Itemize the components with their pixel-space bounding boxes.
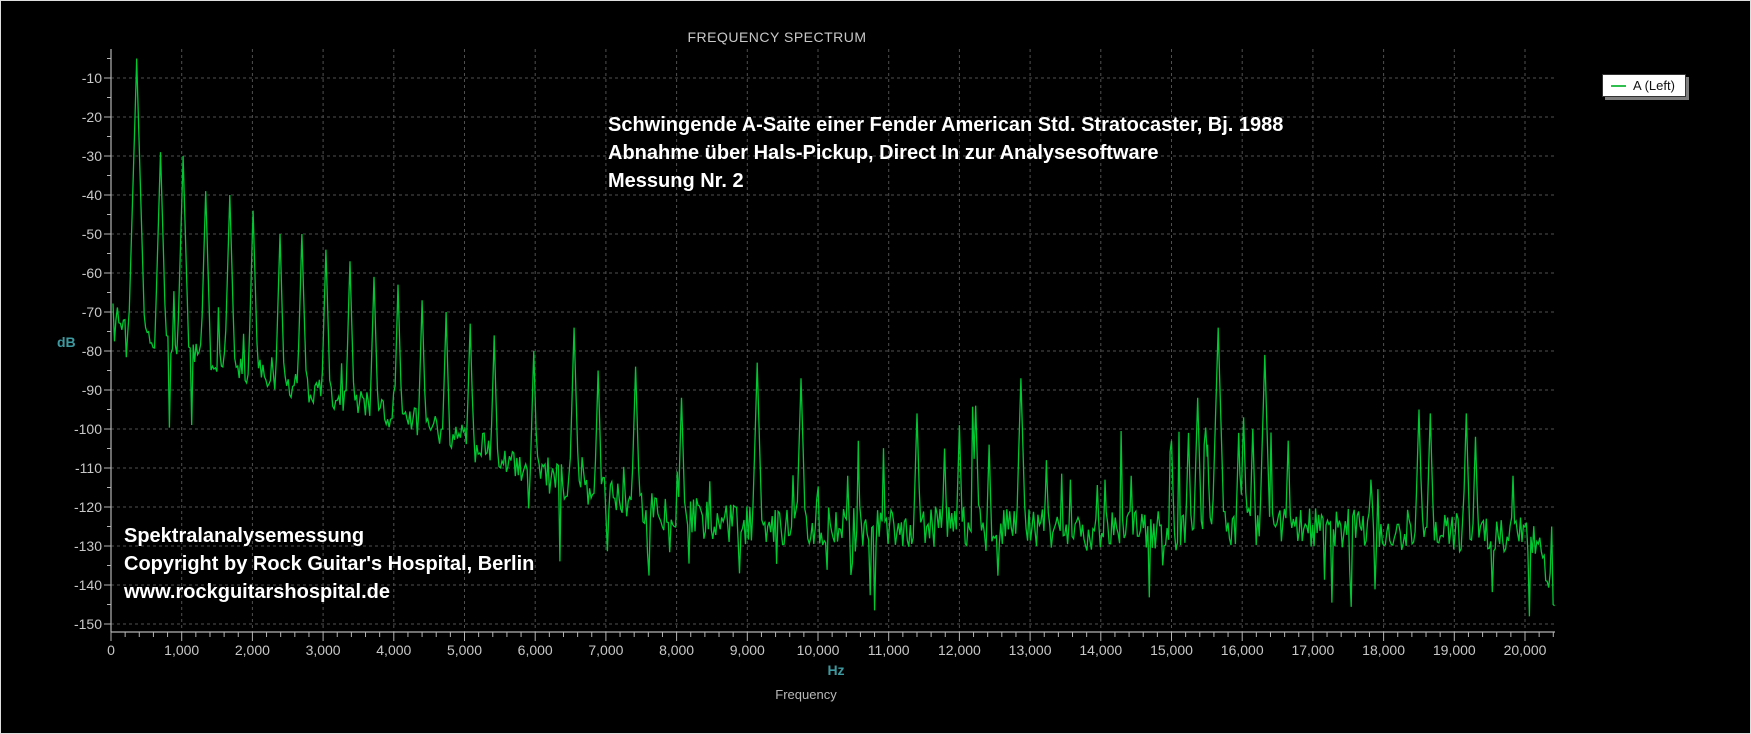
x-tick-label: 16,000 xyxy=(1221,642,1264,658)
x-tick-label: 11,000 xyxy=(868,642,910,658)
y-tick-label: -50 xyxy=(82,226,102,242)
x-tick-label: 17,000 xyxy=(1291,642,1334,658)
y-tick-label: -140 xyxy=(74,577,102,593)
x-tick-label: 3,000 xyxy=(306,642,341,658)
x-tick-label: 1,000 xyxy=(164,642,199,658)
x-tick-label: 8,000 xyxy=(659,642,694,658)
y-tick-label: -30 xyxy=(82,148,102,164)
x-tick-label: 14,000 xyxy=(1079,642,1122,658)
copyright-note-line1: Spektralanalysemessung xyxy=(124,525,365,547)
y-tick-label: -120 xyxy=(74,499,102,515)
copyright-note-line3: www.rockguitarshospital.de xyxy=(124,581,390,603)
y-tick-label: -90 xyxy=(82,382,102,398)
copyright-note-line2: Copyright by Rock Guitar's Hospital, Ber… xyxy=(124,553,535,575)
x-tick-label: 9,000 xyxy=(730,642,765,658)
y-tick-label: -40 xyxy=(82,187,102,203)
chart-title: FREQUENCY SPECTRUM xyxy=(687,29,867,45)
x-tick-label: 13,000 xyxy=(1009,642,1052,658)
legend[interactable]: A (Left) xyxy=(1602,74,1686,97)
legend-line-icon xyxy=(1611,84,1626,87)
spectrum-trace xyxy=(112,58,1556,617)
y-tick-label: -110 xyxy=(75,460,102,476)
x-axis-title: Frequency xyxy=(775,687,837,702)
y-tick-label: -10 xyxy=(82,70,102,86)
x-tick-label: 20,000 xyxy=(1504,642,1547,658)
x-tick-label: 5,000 xyxy=(447,642,482,658)
y-tick-label: -60 xyxy=(82,265,102,281)
x-tick-label: 10,000 xyxy=(797,642,840,658)
measurement-description: Schwingende A-Saite einer Fender America… xyxy=(608,111,1283,195)
measurement-description-line3: Messung Nr. 2 xyxy=(608,170,744,192)
x-tick-label: 0 xyxy=(107,642,115,658)
x-tick-label: 12,000 xyxy=(938,642,981,658)
y-axis-unit-label: dB xyxy=(57,334,76,350)
x-tick-label: 18,000 xyxy=(1362,642,1405,658)
y-tick-label: -20 xyxy=(82,109,102,125)
x-tick-label: 4,000 xyxy=(376,642,411,658)
copyright-note: Spektralanalysemessung Copyright by Rock… xyxy=(124,522,534,606)
measurement-description-line2: Abnahme über Hals-Pickup, Direct In zur … xyxy=(608,142,1159,164)
measurement-description-line1: Schwingende A-Saite einer Fender America… xyxy=(608,114,1284,136)
x-tick-label: 15,000 xyxy=(1150,642,1193,658)
y-tick-label: -100 xyxy=(74,421,102,437)
x-tick-label: 19,000 xyxy=(1433,642,1476,658)
y-tick-label: -70 xyxy=(82,304,102,320)
x-axis-unit-label: Hz xyxy=(827,662,845,678)
x-tick-label: 7,000 xyxy=(588,642,623,658)
legend-label: A (Left) xyxy=(1633,78,1675,93)
y-tick-label: -150 xyxy=(74,616,102,632)
x-tick-label: 6,000 xyxy=(518,642,553,658)
x-tick-label: 2,000 xyxy=(235,642,270,658)
y-tick-label: -130 xyxy=(74,538,102,554)
y-tick-label: -80 xyxy=(82,343,102,359)
